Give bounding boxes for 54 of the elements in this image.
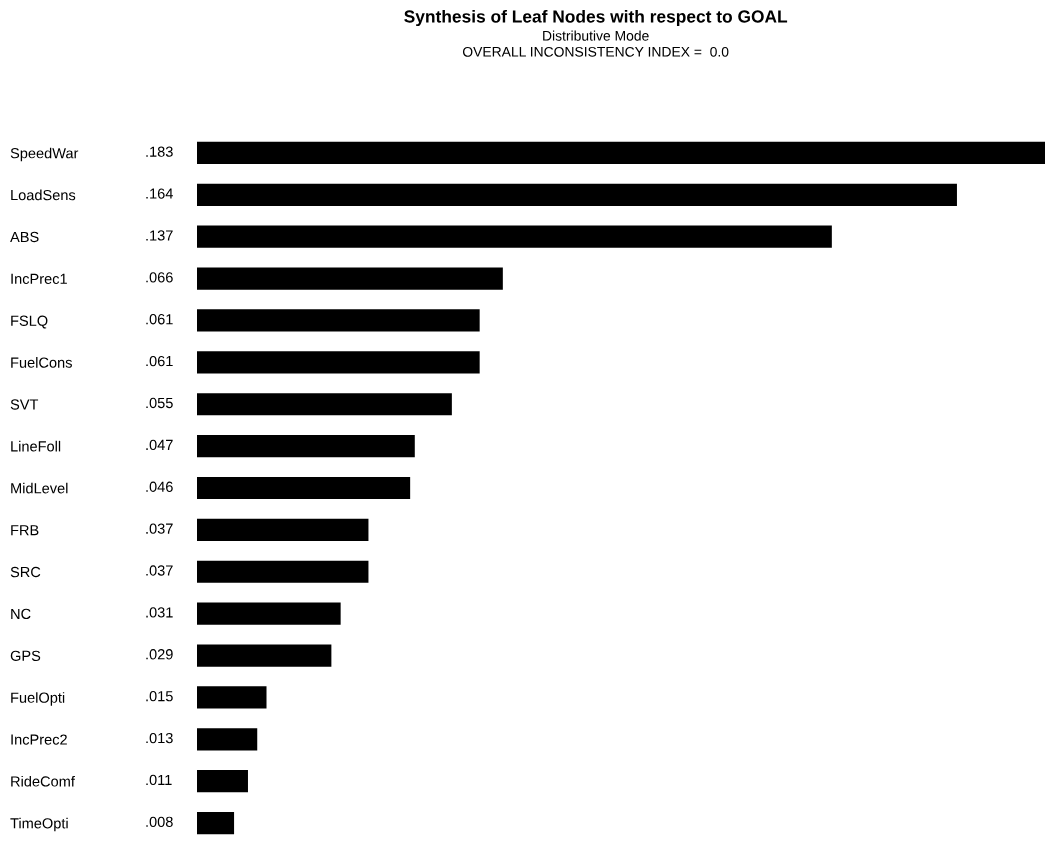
bar <box>197 811 235 835</box>
y-tick-label: SRC <box>10 566 41 578</box>
data-label: .037 <box>146 523 173 534</box>
bar <box>197 309 480 332</box>
bar <box>197 183 957 206</box>
y-tick-label: SVT <box>10 399 39 410</box>
y-tick-label: LoadSens <box>11 189 76 201</box>
y-tick-label: SpeedWar <box>10 147 79 162</box>
y-tick-label: FuelOpti <box>11 692 65 706</box>
bar <box>197 602 341 625</box>
data-label: .055 <box>146 397 173 409</box>
bar <box>197 518 369 541</box>
data-label: .029 <box>146 649 173 660</box>
data-label: .164 <box>146 188 173 199</box>
y-tick-label: FuelCons <box>11 357 72 368</box>
bar <box>197 267 503 290</box>
chart-title: Synthesis of Leaf Nodes with respect to GOAL <box>404 9 788 27</box>
y-tick-label: LineFoll <box>11 440 61 452</box>
data-label: .015 <box>146 691 173 702</box>
data-label: .061 <box>146 314 173 325</box>
data-label: .047 <box>146 439 173 451</box>
y-tick-label: GPS <box>10 650 41 661</box>
data-label: .137 <box>146 230 173 241</box>
bar <box>197 393 452 416</box>
y-tick-label: ABS <box>10 231 39 243</box>
bar <box>197 560 369 583</box>
y-tick-label: FRB <box>11 525 39 536</box>
y-tick-label: IncPrec2 <box>11 734 67 745</box>
y-tick-label: IncPrec1 <box>11 273 67 285</box>
bar <box>197 770 248 793</box>
bar <box>197 728 258 751</box>
data-label: .061 <box>146 355 173 367</box>
data-label: .046 <box>146 481 173 492</box>
y-tick-label: RideComf <box>11 775 75 787</box>
bar <box>197 435 415 458</box>
data-label: .031 <box>146 607 173 618</box>
text: OVERALL INCONSISTENCY INDEX = 0.0 <box>462 46 729 57</box>
y-tick-label: MidLevel <box>11 482 68 494</box>
data-label: .008 <box>146 816 173 827</box>
data-label: .037 <box>146 565 173 576</box>
bar <box>197 686 267 709</box>
y-tick-label: NC <box>11 608 31 620</box>
bar <box>197 141 1045 165</box>
data-label: .013 <box>146 732 173 744</box>
bar <box>197 476 411 500</box>
data-label: .183 <box>146 146 173 157</box>
data-label: .066 <box>146 272 173 283</box>
bar <box>197 225 832 248</box>
chart-subtitle: Distributive Mode <box>543 30 649 41</box>
bar <box>197 644 332 667</box>
data-label: .011 <box>146 774 172 786</box>
y-tick-label: FSLQ <box>11 315 48 329</box>
y-tick-label: TimeOpti <box>10 817 68 832</box>
bar <box>197 351 480 374</box>
